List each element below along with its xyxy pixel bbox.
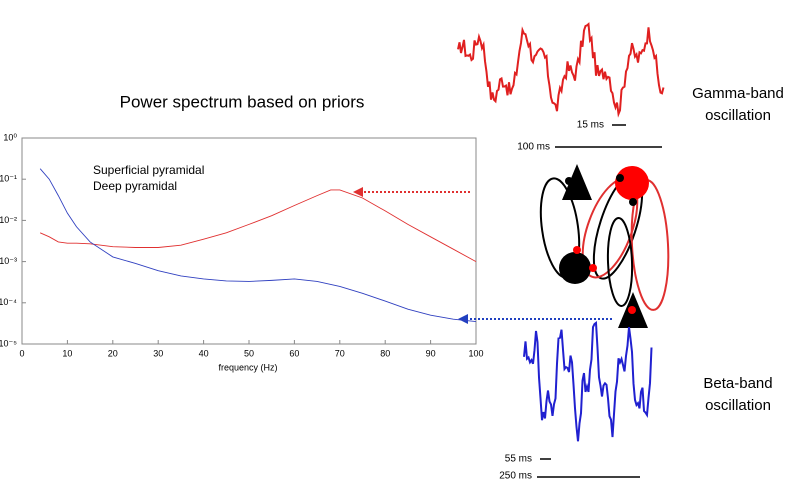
scale-label: 100 ms (517, 142, 550, 153)
series-line (39, 189, 477, 262)
neuron (559, 252, 591, 284)
legend-entry: Deep pyramidal (93, 179, 177, 193)
x-tick-label: 30 (153, 348, 163, 358)
y-tick-label: 10⁻¹ (0, 174, 17, 184)
legend-entry: Superficial pyramidal (93, 163, 204, 177)
x-tick-label: 60 (289, 348, 299, 358)
x-tick-label: 40 (199, 348, 209, 358)
y-tick-label: 10⁻⁵ (0, 338, 17, 348)
gamma-label: oscillation (705, 107, 771, 124)
x-tick-label: 90 (426, 348, 436, 358)
chart-title: Power spectrum based on priors (120, 92, 365, 111)
beta-label: oscillation (705, 397, 771, 414)
beta-trace (523, 321, 653, 442)
gamma-label: Gamma-band (692, 85, 784, 102)
y-tick-label: 10⁻² (0, 215, 17, 225)
scale-label: 15 ms (577, 120, 604, 131)
arrow-head (353, 187, 363, 197)
beta-label: Beta-band (703, 375, 772, 392)
x-tick-label: 50 (244, 348, 254, 358)
series-line (39, 168, 477, 323)
plot-frame (21, 137, 477, 345)
x-tick-label: 100 (468, 348, 483, 358)
y-tick-label: 10⁻⁴ (0, 297, 17, 307)
x-tick-label: 0 (19, 348, 24, 358)
y-tick-label: 10⁻³ (0, 256, 17, 266)
synapses (565, 174, 637, 314)
neuron (615, 166, 649, 200)
scale-label: 250 ms (499, 471, 532, 482)
y-tick-label: 10⁰ (3, 132, 17, 142)
gamma-trace (457, 22, 665, 118)
neuron (562, 164, 592, 200)
x-tick-label: 70 (335, 348, 345, 358)
circuit (539, 172, 670, 311)
x-tick-label: 80 (380, 348, 390, 358)
scale-label: 55 ms (505, 454, 532, 465)
x-tick-label: 10 (62, 348, 72, 358)
arrow-head (458, 314, 468, 324)
x-tick-label: 20 (108, 348, 118, 358)
x-axis-label: frequency (Hz) (218, 362, 277, 372)
